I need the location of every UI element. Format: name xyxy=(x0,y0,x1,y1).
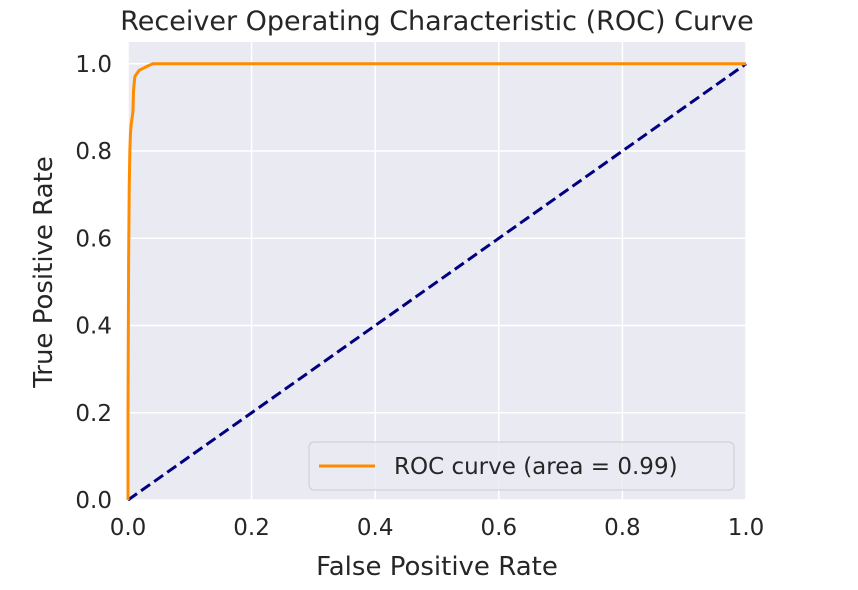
x-tick-label: 1.0 xyxy=(728,515,765,541)
plot-area xyxy=(128,42,746,500)
y-tick-label: 0.6 xyxy=(75,226,112,252)
legend: ROC curve (area = 0.99) xyxy=(308,441,735,491)
diagonal-reference-line xyxy=(127,62,747,502)
tick-labels: 0.0 0.2 0.4 0.6 0.8 1.0 0.0 0.2 0.4 0.6 0.8 1.0 xyxy=(75,52,764,541)
x-tick-label: 0.4 xyxy=(357,515,394,541)
y-tick-label: 0.4 xyxy=(75,314,112,340)
y-axis-label: True Positive Rate xyxy=(29,156,59,389)
x-tick-label: 0.2 xyxy=(233,515,270,541)
x-tick-label: 0.0 xyxy=(110,515,147,541)
x-axis-label: False Positive Rate xyxy=(316,552,558,582)
y-tick-label: 0.2 xyxy=(75,401,112,427)
chart-title: Receiver Operating Characteristic (ROC) … xyxy=(120,6,754,37)
series-group xyxy=(126,62,747,502)
legend-box xyxy=(308,441,735,491)
grid-lines xyxy=(127,42,747,501)
x-tick-label: 0.6 xyxy=(481,515,518,541)
roc-curve-line xyxy=(126,62,746,500)
legend-label: ROC curve (area = 0.99) xyxy=(394,454,678,480)
y-tick-label: 0.8 xyxy=(75,139,112,165)
x-tick-label: 0.8 xyxy=(604,515,641,541)
y-tick-label: 0.0 xyxy=(75,488,112,514)
y-tick-label: 1.0 xyxy=(75,52,112,78)
